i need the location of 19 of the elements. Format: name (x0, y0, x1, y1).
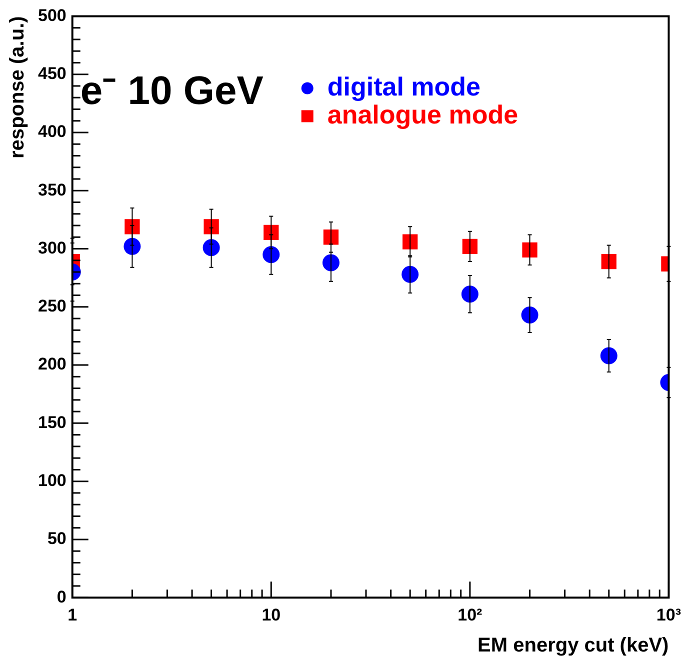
x-tick-label: 10² (458, 605, 483, 624)
y-tick-label: 350 (38, 180, 66, 200)
y-tick-label: 500 (38, 6, 66, 25)
y-tick-label: 300 (38, 238, 66, 258)
x-tick-label: 10³ (656, 605, 682, 624)
text: e⁻ 10 GeV (80, 69, 264, 114)
y-axis-title: response (a.u.) (6, 16, 29, 158)
y-tick-label: 150 (38, 412, 66, 432)
y-tick-label: 200 (38, 354, 66, 374)
x-axis-title: EM energy cut (keV) (478, 634, 669, 657)
x-tick-label: 10 (262, 605, 281, 624)
y-tick-label: 400 (38, 122, 66, 142)
y-tick-label: 250 (38, 296, 66, 316)
legend-label: digital mode (327, 71, 480, 102)
x-tick-label: 1 (68, 605, 78, 624)
y-tick-label: 50 (47, 529, 66, 548)
y-tick-label: 0 (56, 587, 66, 606)
y-tick-label: 100 (38, 471, 66, 490)
y-tick-label: 450 (38, 64, 66, 84)
